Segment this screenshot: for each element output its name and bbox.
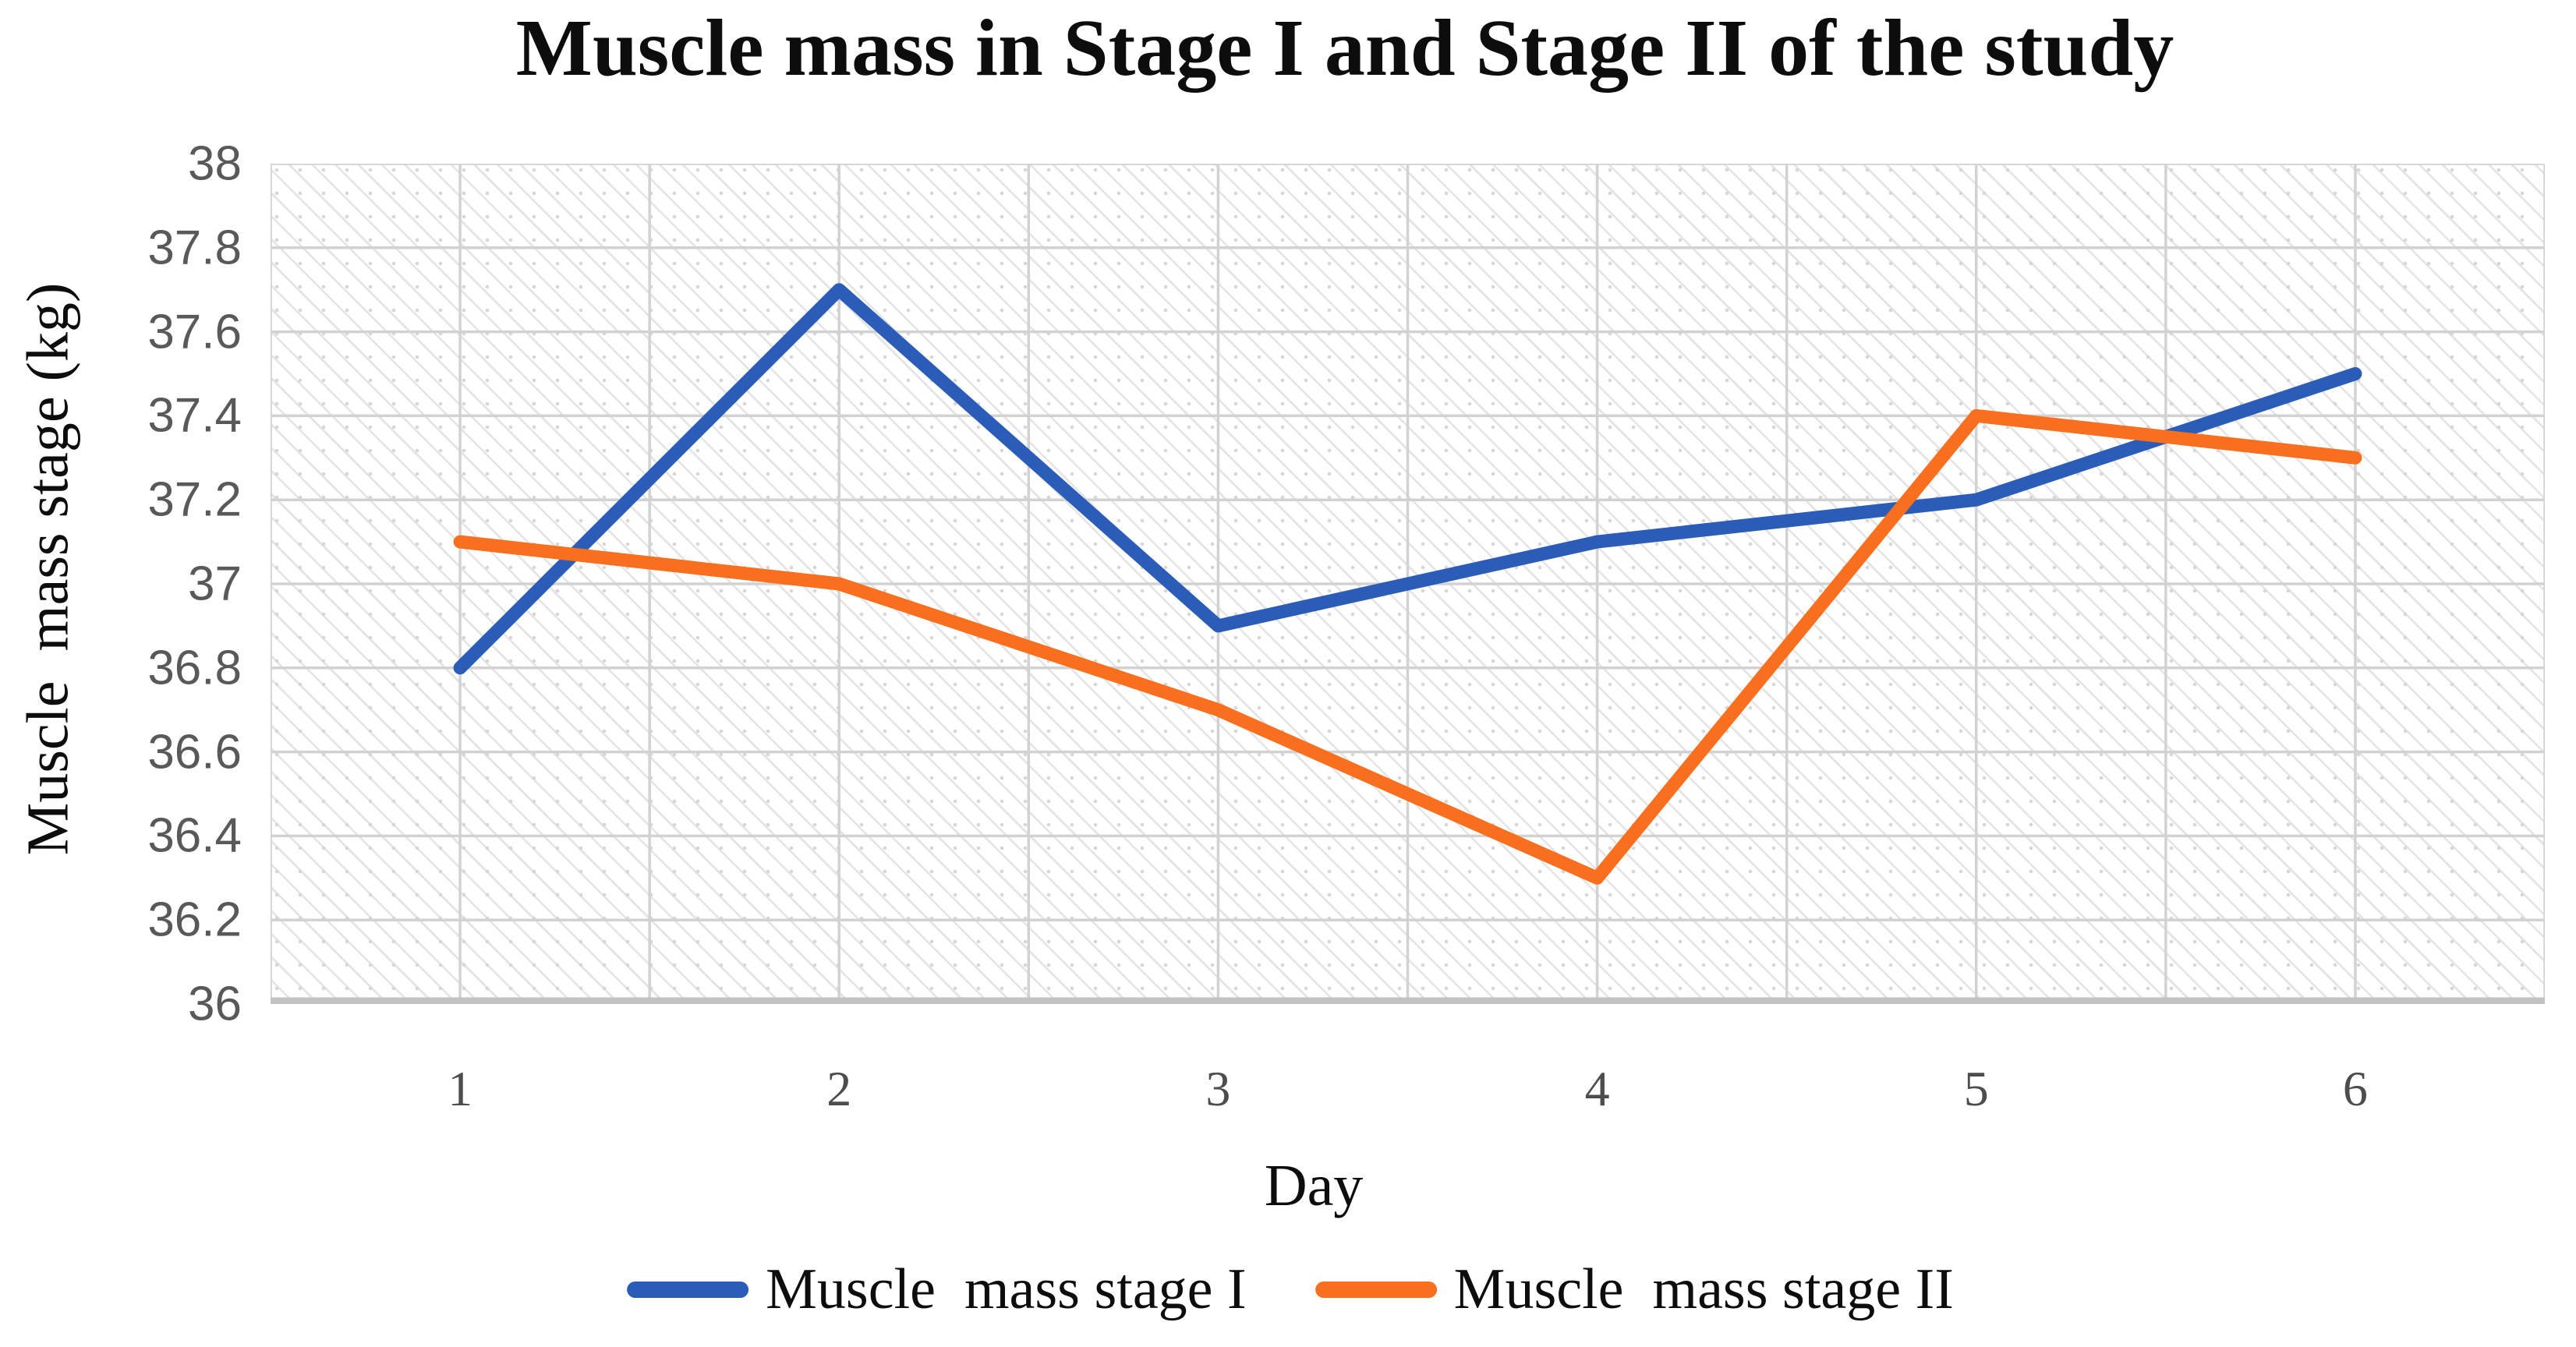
y-tick-label-37: 37 (188, 557, 242, 611)
legend-item-stage2: Muscle mass stage II (1315, 1257, 1954, 1323)
y-tick-label-36.8: 36.8 (147, 641, 242, 695)
legend-label-stage2: Muscle mass stage II (1453, 1257, 1954, 1321)
y-tick-label-37.4: 37.4 (147, 388, 242, 443)
x-tick-label-3: 3 (1205, 1061, 1231, 1116)
y-tick-label-37.8: 37.8 (147, 221, 242, 275)
chart-canvas (271, 164, 2545, 1004)
x-tick-label-1: 1 (448, 1061, 473, 1116)
y-tick-label-36: 36 (188, 977, 242, 1031)
x-tick-label-4: 4 (1584, 1061, 1610, 1116)
legend-label-stage1: Muscle mass stage I (766, 1257, 1247, 1321)
y-tick-label-37.2: 37.2 (147, 472, 242, 527)
y-tick-label-36.4: 36.4 (147, 808, 242, 863)
legend-item-stage1: Muscle mass stage I (627, 1257, 1247, 1323)
stage2-line-swatch (1315, 1282, 1437, 1298)
plot-area (271, 164, 2545, 1004)
x-axis-title: Day (1264, 1153, 1364, 1218)
x-tick-label-2: 2 (826, 1061, 852, 1116)
x-tick-label-5: 5 (1963, 1061, 1989, 1116)
legend: Muscle mass stage I Muscle mass stage II (627, 1257, 1954, 1323)
series-line-1 (453, 283, 2362, 675)
series-line-2 (453, 408, 2362, 885)
stage1-line-swatch (627, 1282, 749, 1298)
y-tick-label-37.6: 37.6 (147, 305, 242, 359)
y-tick-label-38: 38 (188, 136, 242, 191)
y-tick-label-36.6: 36.6 (147, 725, 242, 780)
x-tick-label-6: 6 (2342, 1061, 2368, 1116)
chart-title: Muscle mass in Stage I and Stage II of t… (515, 3, 2174, 93)
y-axis-title: Muscle mass stage (kg) (15, 282, 81, 856)
y-tick-label-36.2: 36.2 (147, 893, 242, 947)
